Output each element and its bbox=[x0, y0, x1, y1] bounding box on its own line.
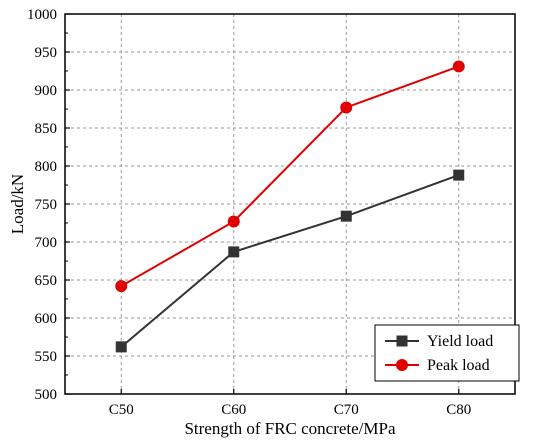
legend-label: Yield load bbox=[427, 333, 493, 350]
y-tick-label: 850 bbox=[35, 121, 58, 137]
data-point-square bbox=[228, 246, 240, 258]
series-layer bbox=[115, 60, 465, 353]
y-tick-label: 900 bbox=[35, 83, 58, 99]
series-line bbox=[120, 174, 460, 348]
y-tick-label: 800 bbox=[35, 159, 58, 175]
x-axis-title: Strength of FRC concrete/MPa bbox=[184, 419, 396, 438]
series-yield-load bbox=[115, 169, 465, 353]
x-tick-label: C70 bbox=[334, 402, 359, 418]
series-line bbox=[120, 65, 460, 287]
data-point-square bbox=[115, 341, 127, 353]
y-tick-label: 750 bbox=[35, 197, 58, 213]
data-point-circle bbox=[227, 215, 240, 228]
x-tick-label: C80 bbox=[446, 402, 471, 418]
legend-marker-square bbox=[396, 335, 408, 347]
legend-item: Yield load bbox=[385, 333, 493, 350]
y-tick-label: 500 bbox=[35, 387, 58, 403]
axis-ticks: 500 550 600 650 700 750 800 850 900 950 1000 C50 C60… bbox=[27, 7, 471, 418]
y-axis-title: Load/kN bbox=[8, 174, 27, 234]
x-tick-label: C50 bbox=[109, 402, 134, 418]
y-tick-label: 950 bbox=[35, 45, 58, 61]
y-tick-label: 600 bbox=[35, 311, 58, 327]
legend-box bbox=[374, 324, 520, 382]
y-tick-label: 1000 bbox=[27, 7, 57, 23]
data-point-circle bbox=[452, 60, 465, 73]
y-tick-label: 550 bbox=[35, 349, 58, 365]
legend-marker-circle bbox=[396, 359, 408, 371]
x-tick-label: C60 bbox=[221, 402, 246, 418]
data-point-circle bbox=[340, 101, 353, 114]
y-tick-label: 650 bbox=[35, 273, 58, 289]
data-point-circle bbox=[115, 280, 128, 293]
grid-lines bbox=[65, 14, 515, 394]
series-peak-load bbox=[115, 60, 465, 293]
data-point-square bbox=[340, 210, 352, 222]
data-point-square bbox=[453, 169, 465, 181]
legend-label: Peak load bbox=[427, 357, 490, 374]
legend: Yield load Peak load bbox=[374, 324, 520, 382]
legend-item: Peak load bbox=[385, 357, 490, 374]
y-tick-label: 700 bbox=[35, 235, 58, 251]
